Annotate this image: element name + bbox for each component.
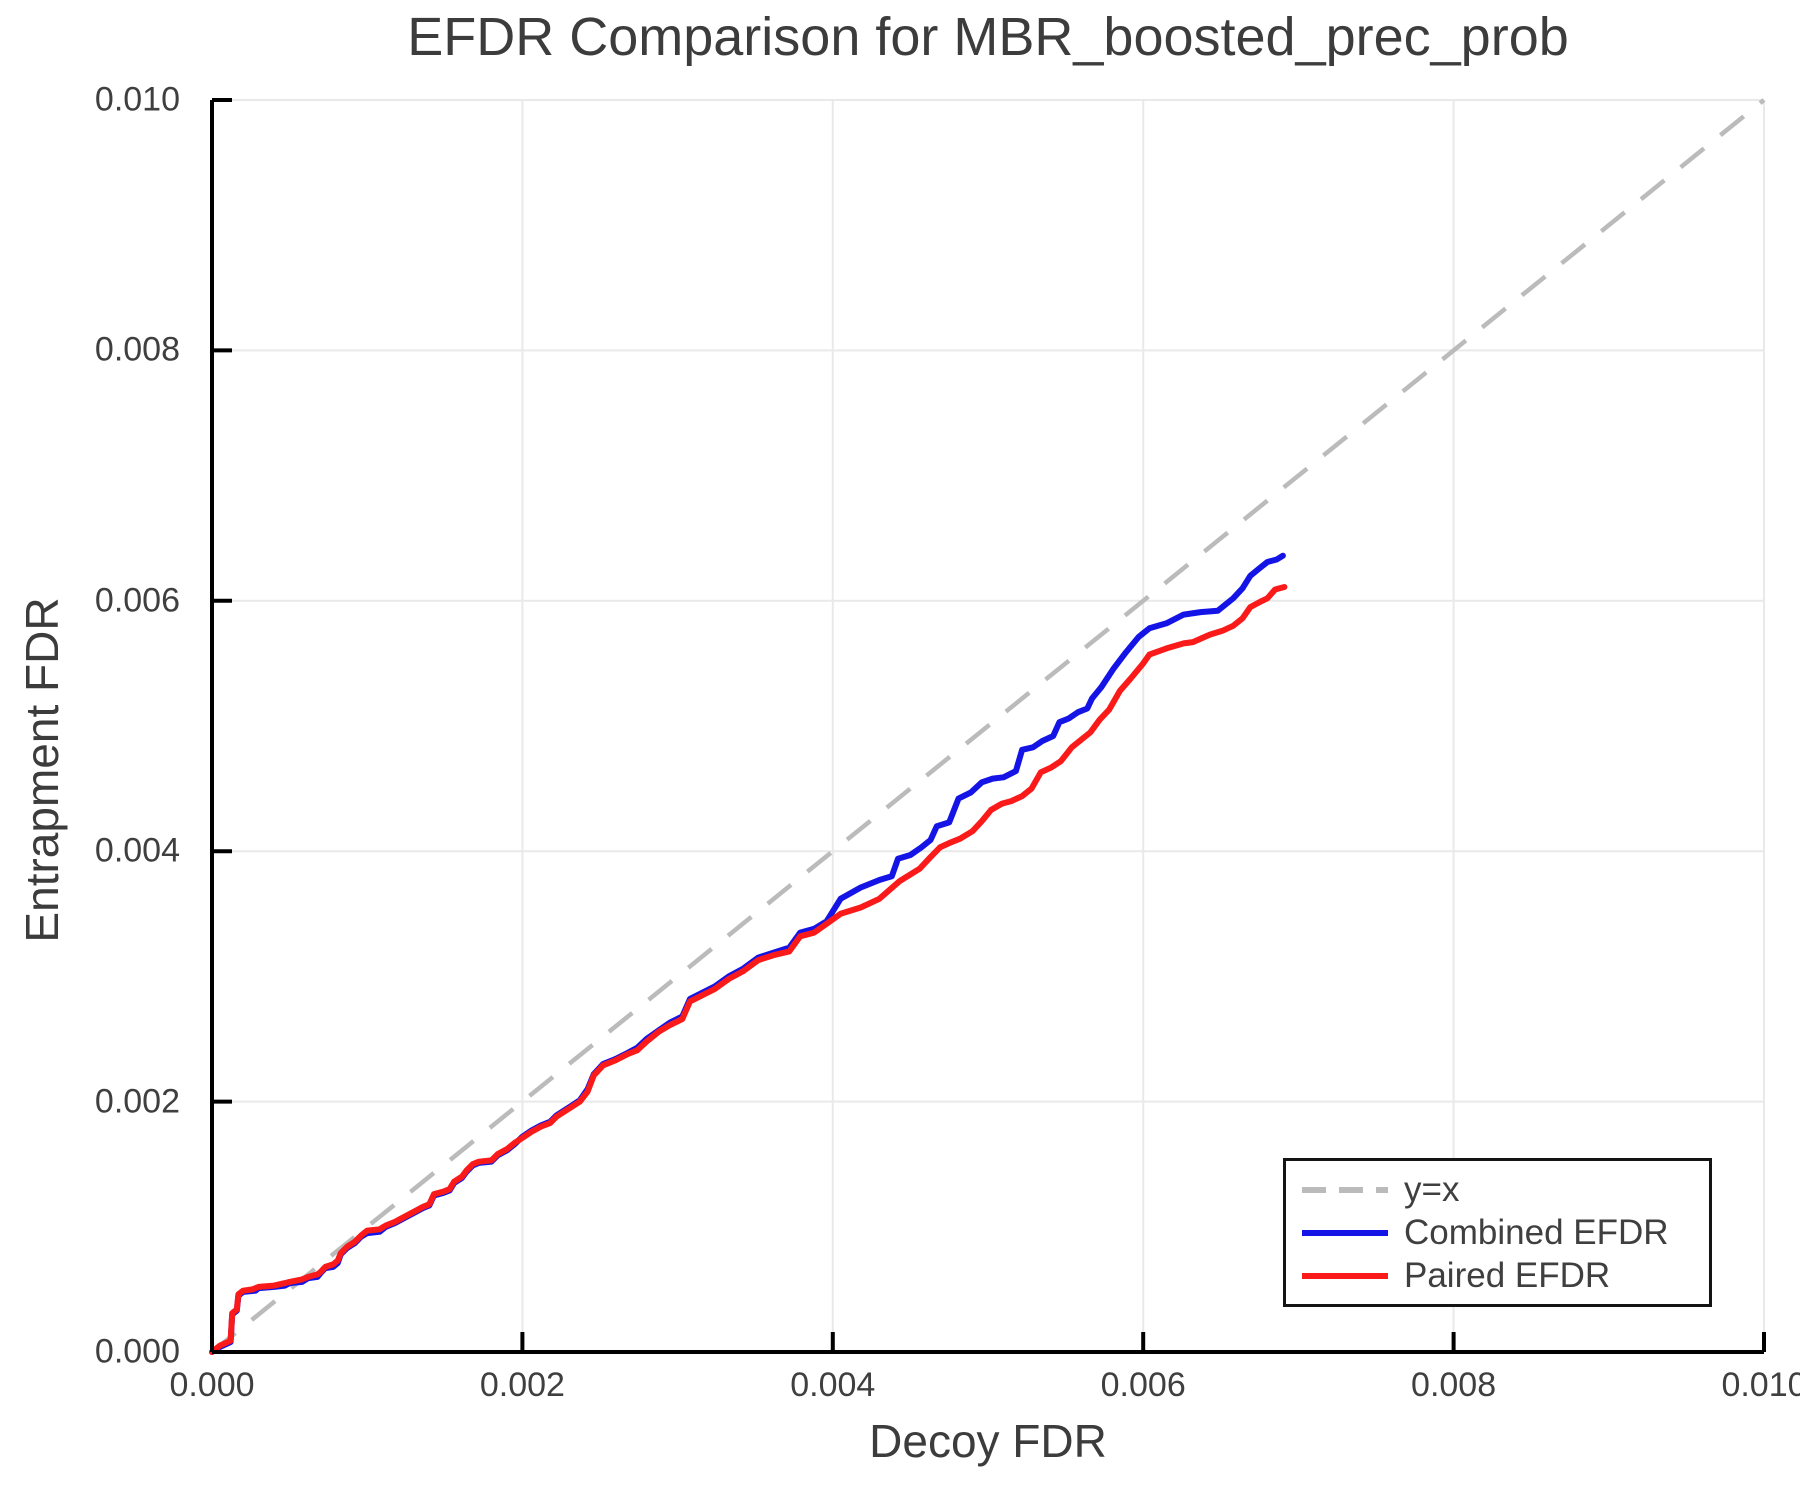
legend: y=x Combined EFDR Paired EFDR bbox=[1283, 1158, 1712, 1307]
x-tick-label: 0.008 bbox=[1411, 1366, 1497, 1404]
y-tick-label: 0.004 bbox=[94, 831, 180, 870]
legend-row: Paired EFDR bbox=[1302, 1254, 1709, 1297]
legend-swatch-line bbox=[1302, 1186, 1388, 1193]
x-tick-label: 0.006 bbox=[1100, 1366, 1186, 1404]
y-tick-label: 0.000 bbox=[94, 1332, 180, 1371]
legend-item-label: Combined EFDR bbox=[1404, 1213, 1669, 1252]
x-tick-label: 0.004 bbox=[790, 1366, 876, 1404]
x-tick-label: 0.002 bbox=[479, 1366, 565, 1404]
y-axis-title: Entrapment FDR bbox=[16, 597, 68, 943]
legend-row: y=x bbox=[1302, 1168, 1709, 1211]
y-tick-label: 0.010 bbox=[94, 80, 180, 119]
legend-swatch-line bbox=[1302, 1229, 1388, 1236]
reference-line-y-equals-x bbox=[210, 98, 1766, 1354]
x-tick-label: 0.010 bbox=[1721, 1366, 1800, 1404]
series-line-paired-efdr bbox=[209, 584, 1288, 1355]
legend-item-label: y=x bbox=[1404, 1170, 1460, 1209]
legend-row: Combined EFDR bbox=[1302, 1211, 1709, 1254]
y-tick-label: 0.002 bbox=[94, 1082, 180, 1121]
x-axis-title: Decoy FDR bbox=[869, 1415, 1107, 1467]
x-tick-label: 0.000 bbox=[169, 1366, 255, 1404]
chart-title: EFDR Comparison for MBR_boosted_prec_pro… bbox=[407, 7, 1569, 67]
y-tick-label: 0.008 bbox=[94, 330, 180, 369]
y-tick-label: 0.006 bbox=[94, 581, 180, 620]
legend-swatch-line bbox=[1302, 1272, 1388, 1279]
legend-item-label: Paired EFDR bbox=[1404, 1256, 1611, 1295]
